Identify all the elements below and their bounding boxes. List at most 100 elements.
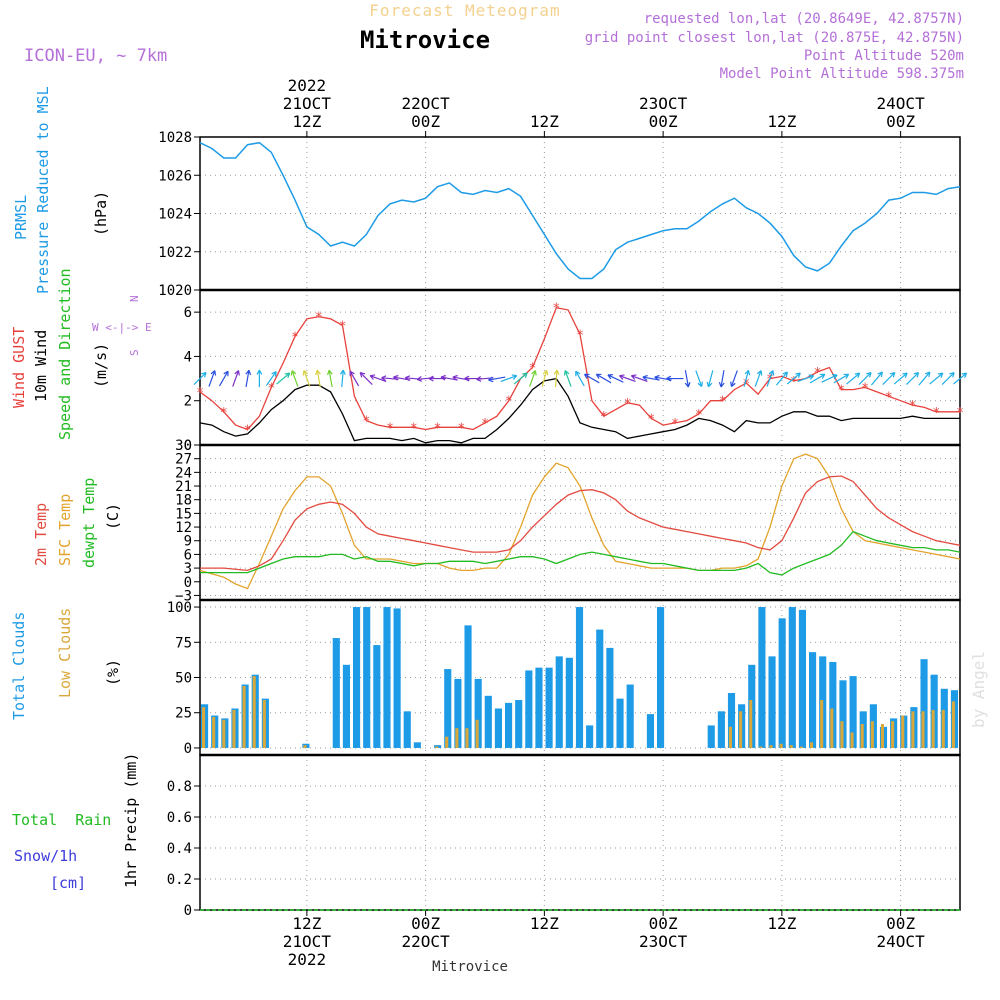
wind-direction-arrow [359,371,373,386]
wind-direction-arrow [607,374,624,383]
wind-labels: Wind GUST 10m Wind Speed and Direction (… [10,268,152,440]
total-cloud-bar [606,647,614,748]
top-time-label: 21OCT [283,94,332,113]
panel-frame [199,444,961,601]
precip-axis-label: 1hr Precip (mm) [122,753,140,888]
total-cloud-bar [413,742,421,748]
total-cloud-bar [545,667,553,748]
wind-direction-arrow [775,371,788,386]
ytick-label: 24 [175,465,192,481]
ytick-label: 18 [175,493,192,509]
wind-direction-arrow [882,371,896,386]
total-cloud-bar [403,711,411,748]
precip-labels: Total Rain Snow/1h [cm] 1hr Precip (mm) [12,753,140,892]
wind-direction-arrow [513,372,528,385]
low-cloud-bar [435,746,439,748]
low-cloud-bar [820,700,824,748]
t2m-line [200,475,961,572]
low-cloud-bar [891,721,895,748]
wind-gust-marker: * [576,328,584,343]
wind-direction-arrow [500,374,518,383]
wind-gust-marker: * [410,421,418,436]
low-cloud-bar [759,746,763,748]
compass-n: N [128,295,141,302]
wind-direction-arrow [718,370,725,388]
low-cloud-bar [941,709,945,748]
wind-direction-arrow [706,370,714,388]
wind-direction-arrow [349,370,360,387]
wind-gust-label: Wind GUST [10,327,28,408]
ytick-label: 2 [184,394,192,410]
wind-direction-arrow [619,374,636,383]
total-cloud-bar [484,695,492,748]
wind-direction-arrow [541,369,549,387]
ytick-label: 25 [175,706,192,722]
wind-direction-arrow [906,371,920,386]
bottom-time-label: 22OCT [402,932,451,951]
total-cloud-bar [393,608,401,748]
ytick-label: 3 [184,561,192,577]
low-cloud-bar [232,709,236,748]
total-cloud-bar [717,711,725,748]
wind-direction-arrow [265,371,277,386]
wind-direction-arrow [276,372,291,385]
ytick-label: 1028 [158,130,192,146]
ytick-label: 9 [184,534,192,550]
total-cloud-bar [768,656,776,748]
wind-gust-marker: * [481,417,489,432]
ytick-label: −3 [175,588,192,604]
low-cloud-bar [931,709,935,748]
ytick-label: 1020 [158,283,192,299]
wind-gust-marker: * [386,421,394,436]
compass-ew: W <-|-> E [92,321,152,334]
ytick-label: 6 [184,305,192,321]
top-time-label: 2022 [288,76,327,95]
sfc-temp-label: SFC Temp [56,494,74,566]
top-time-label: 12Z [767,112,796,131]
ytick-label: 15 [175,506,192,522]
total-cloud-bar [373,645,381,748]
wind-gust-marker: * [814,366,822,381]
low-clouds-label: Low Clouds [56,608,74,698]
wind-direction-arrow [553,369,560,388]
wind-gust-marker: * [647,412,655,427]
model-label: ICON-EU, ~ 7km [24,46,167,66]
wind-direction-arrow [440,374,458,381]
watermark: by Angel [969,651,988,728]
pressure-label-prmsl: PRMSL [12,195,30,240]
low-cloud-bar [242,685,246,748]
low-cloud-bar [951,701,955,748]
wind-direction-arrow [893,372,908,385]
total-cloud-bar [434,745,442,748]
wind-direction-arrow [797,374,815,383]
wind-gust-marker: * [932,406,940,421]
low-cloud-bar [799,746,803,748]
wind-gust-marker: * [861,381,869,396]
wind-gust-marker: * [220,406,228,421]
wind-direction-arrow [953,372,968,385]
total-cloud-bar [474,678,482,748]
wind-direction-arrow [666,375,684,382]
total-cloud-bar [454,678,462,748]
low-cloud-bar [779,743,783,748]
wind-speed-dir-label: Speed and Direction [56,268,74,440]
wind-direction-arrow [809,373,826,384]
compass-s: S [128,349,141,356]
total-cloud-bar [657,607,665,748]
low-cloud-bar [911,711,915,748]
low-cloud-bar [728,726,732,748]
wind-direction-arrow [302,370,311,387]
total-cloud-bar [707,725,715,748]
total-clouds-label: Total Clouds [10,612,28,720]
wind-direction-arrow [208,370,217,387]
total-cloud-bar [353,607,361,748]
ytick-label: 0 [184,741,192,757]
total-cloud-bar [525,670,533,748]
wind-direction-arrow [326,369,333,388]
ytick-label: 27 [175,452,192,468]
total-cloud-bar [839,680,847,748]
total-cloud-bar [788,607,796,748]
t2m-label: 2m Temp [32,503,50,566]
wind-gust-marker: * [790,375,798,390]
